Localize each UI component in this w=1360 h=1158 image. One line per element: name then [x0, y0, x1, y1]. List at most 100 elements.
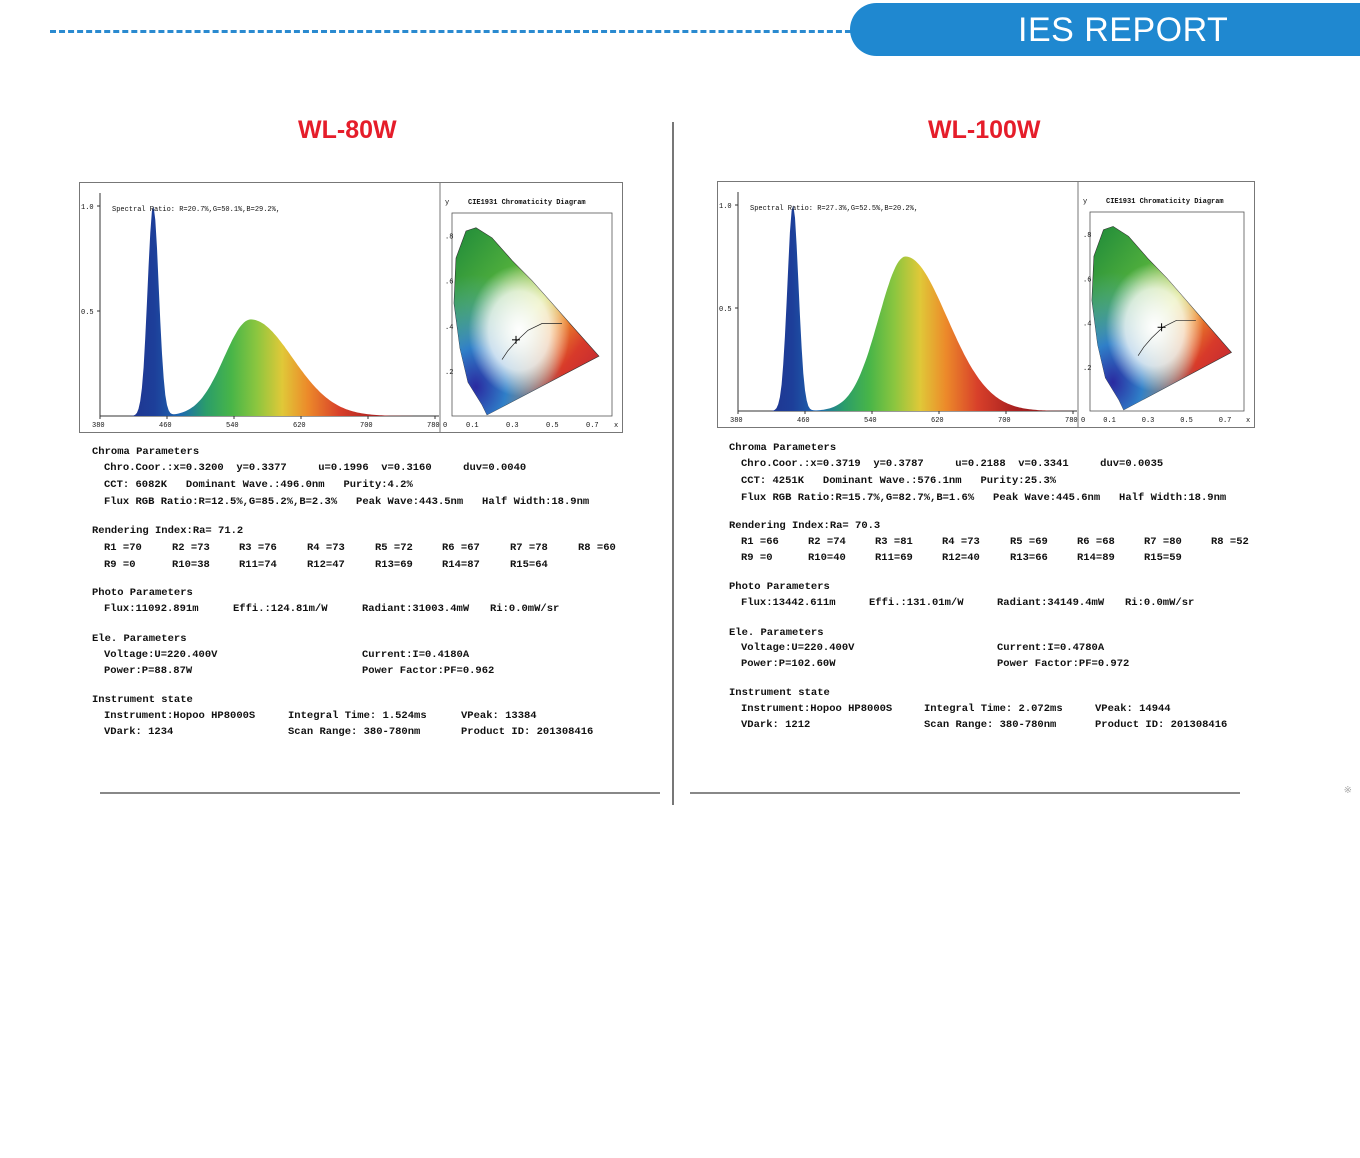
- spectrum-x-tick: 780: [1065, 417, 1078, 425]
- r2-value: R2 =74: [808, 536, 846, 548]
- report-title: IES REPORT: [1018, 11, 1229, 49]
- r3-value: R3 =81: [875, 536, 913, 548]
- rendering-heading: Rendering Index:Ra= 70.3: [729, 520, 881, 532]
- report-title-banner: IES REPORT: [850, 3, 1360, 56]
- ele-heading: Ele. Parameters: [729, 627, 824, 639]
- spectrum-x-tick: 460: [797, 417, 810, 425]
- power-factor-value: Power Factor:PF=0.962: [362, 665, 495, 677]
- cie-title: CIE1931 Chromaticity Diagram: [1106, 198, 1224, 206]
- r1-value: R1 =66: [741, 536, 779, 548]
- instrument-heading: Instrument state: [92, 694, 193, 706]
- radiant-value: Radiant:34149.4mW: [997, 597, 1105, 609]
- bottom-rule-right: [690, 792, 1240, 794]
- instrument-heading: Instrument state: [729, 687, 830, 699]
- chroma-line-2: CCT: 4251K Dominant Wave.:576.1nm Purity…: [741, 475, 1057, 487]
- chroma-line-1: Chro.Coor.:x=0.3200 y=0.3377 u=0.1996 v=…: [104, 462, 527, 474]
- ri-value: Ri:0.0mW/sr: [490, 603, 560, 615]
- integral-time-value: Integral Time: 2.072ms: [924, 703, 1063, 715]
- voltage-value: Voltage:U=220.400V: [741, 642, 855, 654]
- vdark-value: VDark: 1212: [741, 719, 811, 731]
- r13-value: R13=66: [1010, 552, 1048, 564]
- chroma-line-1: Chro.Coor.:x=0.3719 y=0.3787 u=0.2188 v=…: [741, 458, 1164, 470]
- cie-planckian-locus: [501, 323, 562, 360]
- r11-value: R11=69: [875, 552, 913, 564]
- cie-planckian-locus: [1137, 319, 1196, 356]
- photo-heading: Photo Parameters: [92, 587, 193, 599]
- r14-value: R14=87: [442, 559, 480, 571]
- cie-x-tick: 0.1: [1103, 417, 1116, 425]
- ele-heading: Ele. Parameters: [92, 633, 187, 645]
- header-dashed-line: [50, 30, 860, 33]
- scan-range-value: Scan Range: 380-780nm: [288, 726, 421, 738]
- cie-x-label: x: [614, 422, 618, 430]
- spectrum-x-tick: 540: [864, 417, 877, 425]
- r11-value: R11=74: [239, 559, 277, 571]
- cie-x-tick: 0.7: [586, 422, 599, 430]
- spectral-cie-chart-right: Spectral Ratio: R=27.3%,G=52.5%,B=20.2%,…: [719, 182, 1250, 427]
- cie-x-tick: 0.5: [546, 422, 559, 430]
- cie-y-label: y: [1083, 198, 1087, 206]
- cie-white-region: [1091, 226, 1232, 410]
- chroma-heading: Chroma Parameters: [729, 442, 837, 454]
- cie-y-tick: .2: [445, 369, 453, 377]
- cie-x-tick: 0.5: [1180, 417, 1193, 425]
- spectral-ratio-label: Spectral Ratio: R=20.7%,G=50.1%,B=29.2%,: [112, 206, 280, 214]
- model-title-right: WL-100W: [928, 116, 1041, 144]
- power-factor-value: Power Factor:PF=0.972: [997, 658, 1130, 670]
- cie-x-tick: 0: [443, 422, 447, 430]
- r13-value: R13=69: [375, 559, 413, 571]
- r9-value: R9 =0: [741, 552, 773, 564]
- r4-value: R4 =73: [942, 536, 980, 548]
- model-title-left: WL-80W: [298, 116, 397, 144]
- cie-plot-frame: [1089, 211, 1245, 412]
- r6-value: R6 =68: [1077, 536, 1115, 548]
- integral-time-value: Integral Time: 1.524ms: [288, 710, 427, 722]
- efficacy-value: Effi.:124.81m/W: [233, 603, 328, 615]
- photo-heading: Photo Parameters: [729, 581, 830, 593]
- bottom-rule-left: [100, 792, 660, 794]
- chroma-line-3: Flux RGB Ratio:R=12.5%,G=85.2%,B=2.3% Pe…: [104, 496, 590, 508]
- r12-value: R12=40: [942, 552, 980, 564]
- chroma-heading: Chroma Parameters: [92, 446, 200, 458]
- r5-value: R5 =72: [375, 542, 413, 554]
- power-value: Power:P=102.60W: [741, 658, 836, 670]
- spectral-ratio-label: Spectral Ratio: R=27.3%,G=52.5%,B=20.2%,: [750, 205, 918, 213]
- column-divider: [672, 122, 674, 805]
- r15-value: R15=59: [1144, 552, 1182, 564]
- cie-x-label: x: [1246, 417, 1250, 425]
- cie-y-tick: .6: [1083, 276, 1091, 284]
- cie-y-tick: .2: [1083, 365, 1091, 373]
- cie-x-tick: 0.1: [466, 422, 479, 430]
- r5-value: R5 =69: [1010, 536, 1048, 548]
- cie-y-tick: .6: [445, 279, 453, 287]
- cie-title: CIE1931 Chromaticity Diagram: [468, 199, 586, 207]
- flux-value: Flux:13442.611m: [741, 597, 836, 609]
- r6-value: R6 =67: [442, 542, 480, 554]
- report-params-left: Chroma Parameters Chro.Coor.:x=0.3200 y=…: [92, 444, 667, 744]
- r3-value: R3 =76: [239, 542, 277, 554]
- r8-value: R8 =52: [1211, 536, 1249, 548]
- vpeak-value: VPeak: 13384: [461, 710, 537, 722]
- scan-range-value: Scan Range: 380-780nm: [924, 719, 1057, 731]
- r10-value: R10=38: [172, 559, 210, 571]
- spectrum-panel-left: Spectral Ratio: R=20.7%,G=50.1%,B=29.2%,…: [79, 182, 623, 433]
- spectrum-x-tick: 700: [998, 417, 1011, 425]
- spectrum-curve: [116, 206, 435, 416]
- r12-value: R12=47: [307, 559, 345, 571]
- spectrum-curve: [754, 205, 1073, 411]
- spectrum-x-tick: 380: [92, 422, 105, 430]
- rendering-heading: Rendering Index:Ra= 71.2: [92, 525, 244, 537]
- cie-y-tick: .4: [1083, 321, 1091, 329]
- chroma-line-2: CCT: 6082K Dominant Wave.:496.0nm Purity…: [104, 479, 413, 491]
- spectrum-x-tick: 700: [360, 422, 373, 430]
- r7-value: R7 =80: [1144, 536, 1182, 548]
- cie-y-tick: .8: [445, 234, 453, 242]
- r10-value: R10=40: [808, 552, 846, 564]
- spectrum-x-tick: 540: [226, 422, 239, 430]
- spectrum-y-tick: 0.5: [81, 309, 94, 317]
- spectrum-y-tick: 1.0: [81, 204, 94, 212]
- power-value: Power:P=88.87W: [104, 665, 193, 677]
- current-value: Current:I=0.4780A: [997, 642, 1105, 654]
- spectrum-x-tick: 620: [931, 417, 944, 425]
- spectrum-x-tick: 380: [730, 417, 743, 425]
